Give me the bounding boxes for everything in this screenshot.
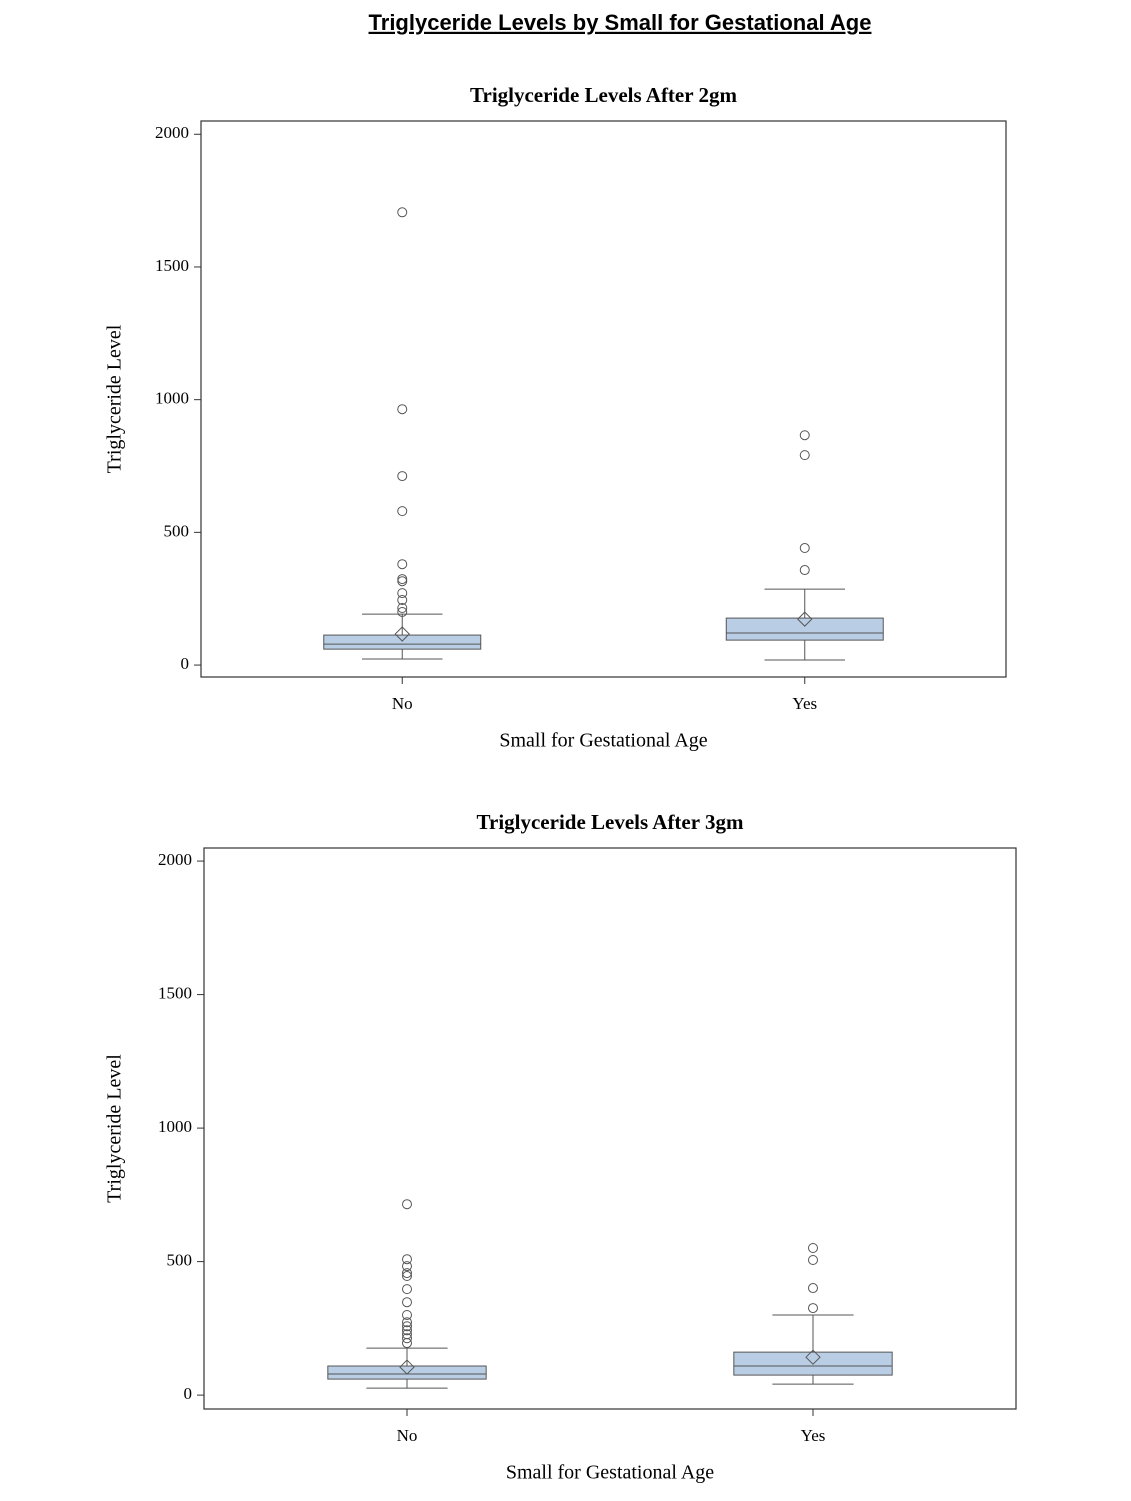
mean-marker (797, 611, 813, 627)
outlier (799, 430, 810, 441)
outlier (402, 1321, 412, 1332)
outlier (397, 576, 408, 587)
outlier (397, 606, 408, 617)
y-tick-label: 500 (167, 1251, 193, 1270)
mean-marker (394, 626, 410, 642)
outlier (397, 506, 408, 517)
outlier (402, 1254, 412, 1265)
y-tick-label: 500 (164, 521, 190, 540)
outlier (402, 1284, 412, 1295)
x-tick-label: Yes (801, 1426, 826, 1445)
y-tick-label: 2000 (158, 850, 192, 869)
outlier (397, 588, 408, 599)
outlier (799, 543, 810, 554)
box (725, 617, 884, 641)
outlier (799, 450, 810, 461)
plot-frame (203, 847, 1017, 1410)
y-axis-label: Triglyceride Level (104, 324, 126, 473)
outlier (808, 1303, 818, 1314)
outlier (397, 404, 408, 415)
outlier (397, 207, 408, 218)
outlier (402, 1325, 412, 1336)
x-tick-label: No (392, 694, 413, 713)
outlier (808, 1255, 818, 1266)
y-tick-label: 1000 (155, 389, 189, 408)
y-axis-label: Triglyceride Level (104, 1054, 126, 1203)
outlier (402, 1268, 412, 1279)
y-tick-label: 0 (184, 1384, 193, 1403)
outlier (402, 1317, 412, 1328)
mean-marker (399, 1359, 415, 1375)
outlier (397, 595, 408, 606)
y-tick-label: 0 (181, 654, 190, 673)
outlier (397, 471, 408, 482)
outlier (402, 1261, 412, 1272)
x-tick-label: No (397, 1426, 418, 1445)
outlier (799, 565, 810, 576)
x-axis-label: Small for Gestational Age (499, 730, 707, 752)
outlier (808, 1283, 818, 1294)
outlier (402, 1338, 412, 1349)
outlier (397, 559, 408, 570)
outlier (402, 1297, 412, 1308)
outlier (402, 1310, 412, 1321)
box (327, 1365, 487, 1380)
mean-marker (805, 1349, 821, 1365)
plot-frame (200, 120, 1007, 678)
chart-title: Triglyceride Levels After 2gm (470, 83, 737, 107)
box (323, 634, 482, 650)
outlier (402, 1271, 412, 1282)
outlier (402, 1199, 412, 1210)
y-tick-label: 1500 (155, 256, 189, 275)
y-tick-label: 2000 (155, 123, 189, 142)
y-tick-label: 1000 (158, 1117, 192, 1136)
x-tick-label: Yes (792, 694, 817, 713)
page-title: Triglyceride Levels by Small for Gestati… (369, 10, 872, 35)
chart-title: Triglyceride Levels After 3gm (477, 810, 744, 834)
outlier (397, 574, 408, 585)
outlier (808, 1242, 818, 1253)
x-axis-label: Small for Gestational Age (506, 1462, 714, 1484)
outlier (402, 1333, 412, 1344)
outlier (397, 602, 408, 613)
y-tick-label: 1500 (158, 983, 192, 1002)
